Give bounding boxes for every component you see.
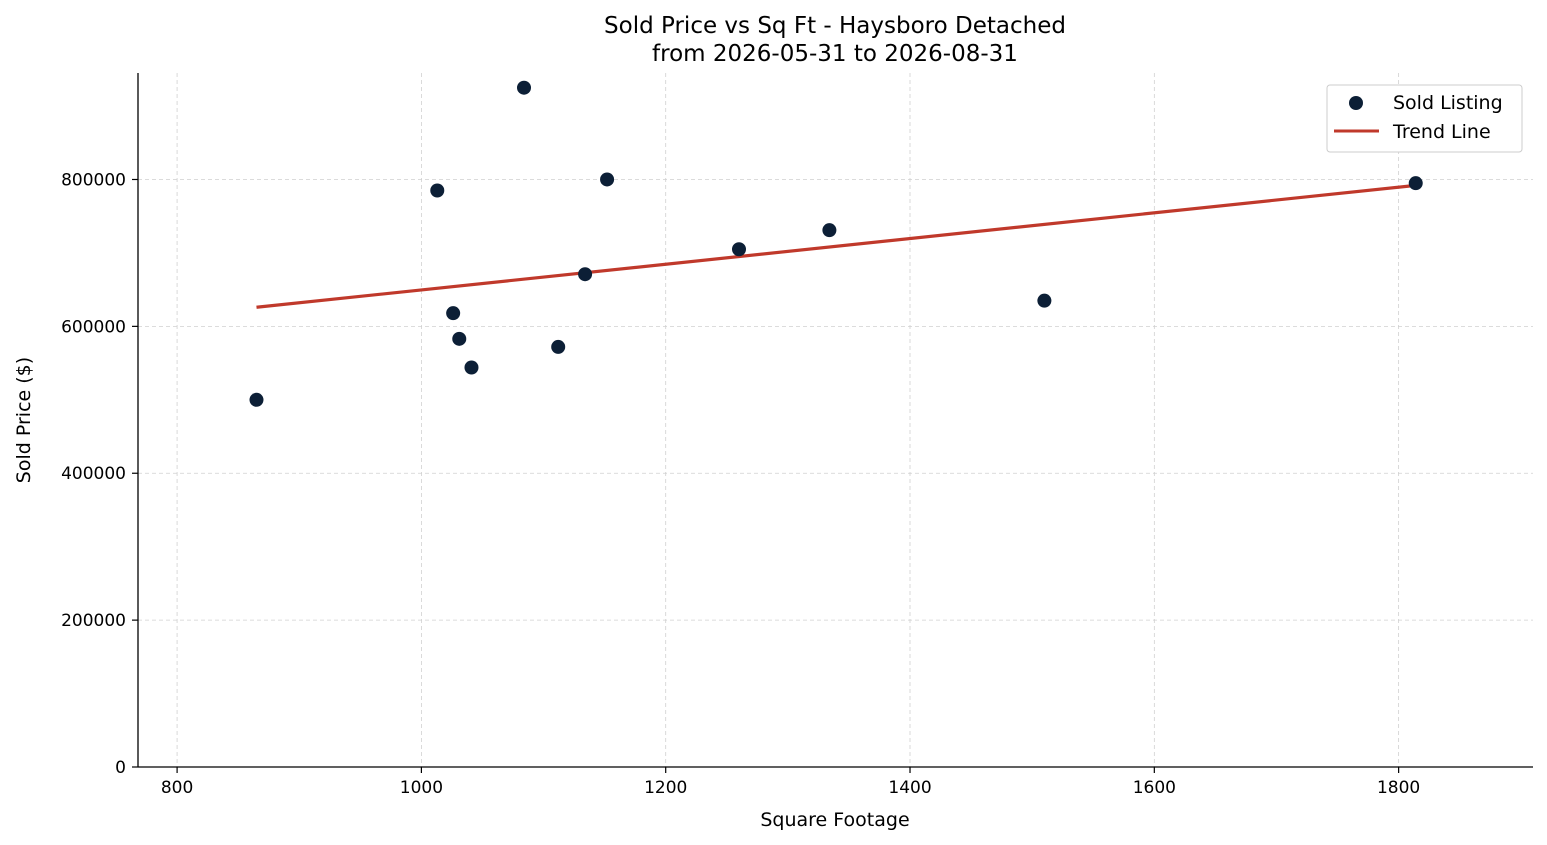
legend-label-sold-listing: Sold Listing [1393, 92, 1503, 114]
y-tick-label: 600000 [61, 317, 126, 337]
y-tick-label: 200000 [61, 611, 126, 631]
x-tick-label: 1600 [1133, 778, 1176, 798]
trend-line-layer [256, 183, 1416, 309]
scatter-point [464, 360, 479, 375]
legend-box [1326, 84, 1523, 153]
legend-marker-sold-listing [1349, 96, 1363, 110]
y-axis-ticks: 0 200000 400000 600000 800000 [61, 170, 138, 778]
data-points [249, 80, 1423, 407]
chart-title-line1: Sold Price vs Sq Ft - Haysboro Detached [604, 13, 1066, 39]
x-axis-label: Square Footage [760, 809, 909, 831]
scatter-point [551, 339, 566, 354]
x-tick-label: 1200 [644, 778, 687, 798]
scatter-point [446, 306, 461, 321]
scatter-point [731, 242, 746, 257]
legend-label-trend-line: Trend Line [1392, 121, 1491, 143]
x-tick-label: 1800 [1377, 778, 1420, 798]
x-tick-label: 1000 [400, 778, 443, 798]
scatter-point [600, 172, 615, 187]
scatter-point [578, 267, 593, 282]
x-tick-label: 800 [161, 778, 193, 798]
scatter-point [822, 223, 837, 238]
x-axis-ticks: 800 1000 1200 1400 1600 1800 [161, 767, 1420, 798]
y-tick-label: 0 [115, 758, 126, 778]
scatter-point [452, 331, 467, 346]
scatter-point [1408, 176, 1423, 191]
scatter-point [249, 392, 264, 407]
scatter-point [430, 183, 445, 198]
y-tick-label: 800000 [61, 170, 126, 190]
scatter-point [1037, 293, 1052, 308]
trend-line [256, 183, 1416, 309]
legend: Sold Listing Trend Line [1326, 84, 1523, 153]
chart-title-line2: from 2026-05-31 to 2026-08-31 [652, 41, 1018, 67]
y-tick-label: 400000 [61, 464, 126, 484]
grid [138, 73, 1533, 767]
scatter-point [517, 80, 532, 95]
x-tick-label: 1400 [888, 778, 931, 798]
y-axis-label: Sold Price ($) [13, 357, 35, 483]
